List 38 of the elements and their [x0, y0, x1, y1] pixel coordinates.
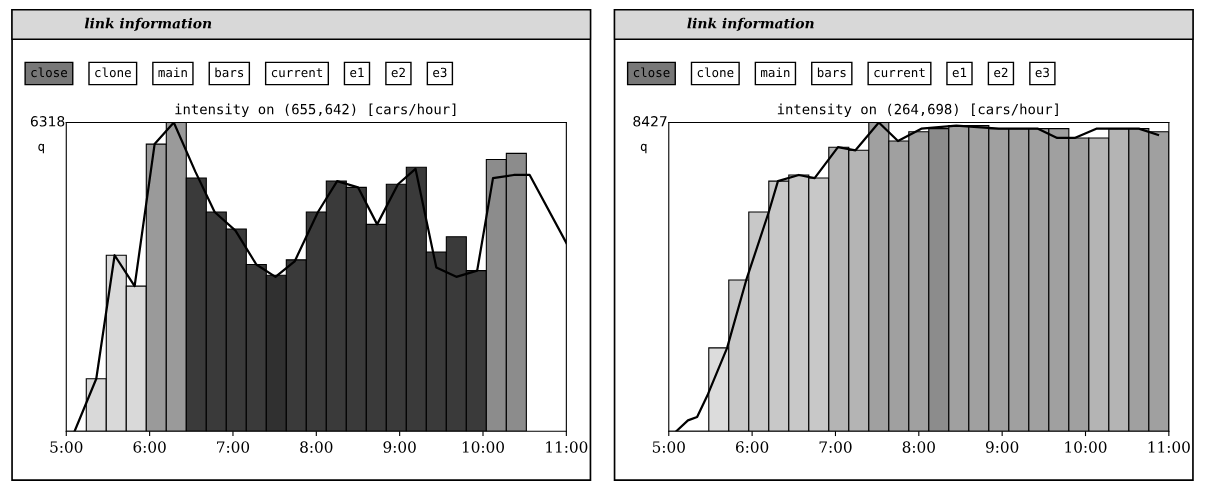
text: e1 [952, 67, 967, 78]
text: close [31, 67, 68, 78]
y-axis-title: q [640, 143, 647, 154]
x-tick-label: 8:00 [300, 441, 333, 453]
x-tick-label: 7:00 [217, 441, 250, 453]
text: e3 [433, 67, 447, 78]
text: bars [215, 67, 244, 78]
y-axis-title: q [38, 143, 44, 154]
text: clone [697, 67, 734, 78]
text: current [874, 68, 925, 78]
x-tick-label: 5:00 [652, 441, 685, 453]
text: e2 [994, 67, 1008, 78]
x-tick-label: 10:00 [1065, 441, 1107, 453]
text: e2 [391, 67, 405, 78]
text: e3 [1035, 67, 1049, 78]
text: link information [84, 17, 212, 31]
text: 6318 [30, 116, 65, 127]
x-tick-label: 5:00 [50, 441, 83, 453]
x-tick-label: 8:00 [902, 441, 935, 453]
x-tick-label: 6:00 [735, 441, 769, 453]
text: e1 [350, 67, 364, 78]
chart-title: intensity on (264,698) [cars/hour] [777, 103, 1058, 118]
chart-title: intensity on (655,642) [cars/hour] [175, 103, 456, 118]
text: 8427 [633, 116, 667, 127]
text: bars [817, 67, 846, 78]
x-tick-label: 7:00 [819, 441, 852, 453]
text: link information [687, 17, 814, 31]
x-tick-label: 10:00 [462, 441, 504, 453]
x-tick-label: 11:00 [1148, 441, 1190, 453]
text: current [271, 68, 323, 78]
x-tick-label: 6:00 [133, 441, 166, 453]
text: clone [95, 67, 131, 78]
x-tick-label: 9:00 [383, 441, 416, 453]
text: close [633, 67, 670, 78]
x-tick-label: 9:00 [985, 441, 1019, 453]
text: main [158, 67, 187, 78]
x-tick-label: 11:00 [546, 441, 588, 453]
text: main [761, 67, 790, 78]
